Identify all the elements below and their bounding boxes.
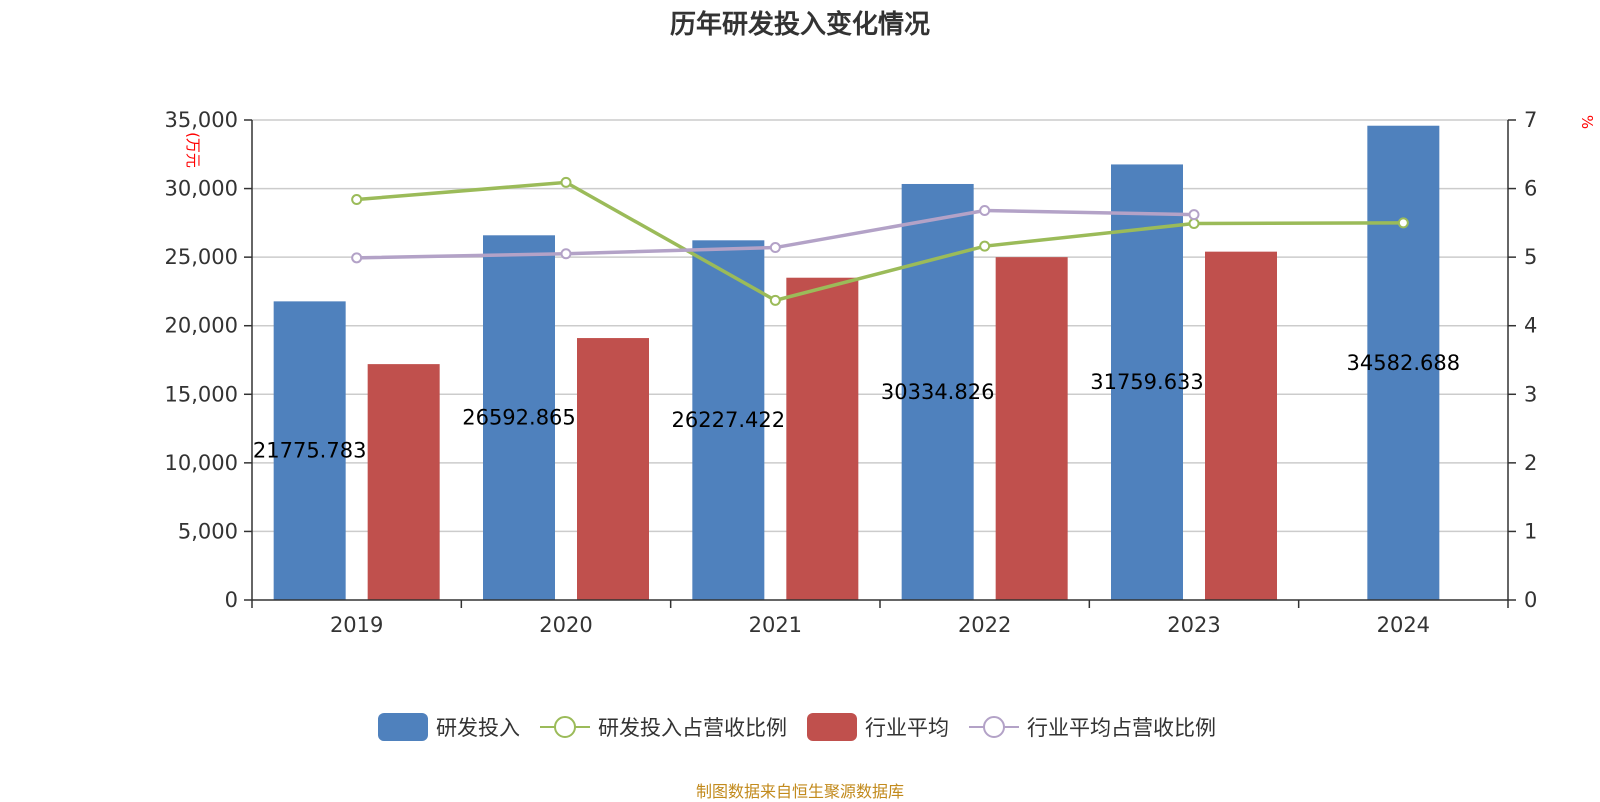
y-left-tick-label: 35,000	[165, 108, 238, 132]
x-tick-label-2019: 2019	[330, 613, 383, 637]
legend-label-industry-average: 行业平均	[865, 716, 949, 740]
legend-swatch-industry-average	[807, 713, 857, 741]
data-label-rd-investment-2021: 26227.422	[672, 408, 786, 432]
data-label-rd-investment-2020: 26592.865	[462, 406, 576, 430]
legend-item-rd-ratio[interactable]: 研发投入占营收比例	[540, 712, 787, 742]
y-left-tick-label: 20,000	[165, 314, 238, 338]
y-right-tick-label: 0	[1524, 588, 1537, 612]
x-tick-label-2023: 2023	[1167, 613, 1220, 637]
legend-item-industry-ratio[interactable]: 行业平均占营收比例	[969, 712, 1216, 742]
point-rd-ratio-3	[979, 240, 991, 252]
y-left-unit: (万元	[184, 132, 202, 168]
legend-swatch-rd-ratio	[540, 716, 590, 738]
y-right-tick-label: 4	[1524, 314, 1537, 338]
legend-swatch-industry-ratio	[969, 716, 1019, 738]
bar-industry-average-2019	[367, 364, 440, 600]
data-label-rd-investment-2023: 31759.633	[1090, 370, 1204, 394]
x-tick-label-2021: 2021	[749, 613, 802, 637]
x-tick-label-2024: 2024	[1377, 613, 1430, 637]
legend-label-industry-ratio: 行业平均占营收比例	[1027, 716, 1216, 740]
point-industry-ratio-3	[979, 205, 991, 217]
y-left-tick-label: 25,000	[165, 245, 238, 269]
legend-label-rd-investment: 研发投入	[436, 716, 520, 740]
y-left-tick-label: 0	[225, 588, 238, 612]
point-industry-ratio-2	[769, 242, 781, 254]
legend-item-rd-investment[interactable]: 研发投入	[378, 712, 520, 742]
legend-swatch-rd-investment	[378, 713, 428, 741]
point-rd-ratio-4	[1188, 218, 1200, 230]
y-left-tick-label: 5,000	[178, 519, 238, 543]
point-industry-ratio-4	[1188, 209, 1200, 221]
x-tick-label-2022: 2022	[958, 613, 1011, 637]
bar-rd-investment-2021	[692, 240, 765, 601]
y-left-tick-label: 15,000	[165, 382, 238, 406]
legend: 研发投入 研发投入占营收比例 行业平均 行业平均占营收比例	[0, 712, 1600, 742]
point-industry-ratio-1	[560, 248, 572, 260]
bar-industry-average-2020	[577, 338, 649, 600]
bar-industry-average-2023	[1205, 251, 1277, 600]
line-rd-ratio	[356, 180, 1404, 303]
legend-item-industry-average[interactable]: 行业平均	[807, 712, 949, 742]
y-right-tick-label: 6	[1524, 177, 1537, 201]
y-right-tick-label: 7	[1524, 108, 1537, 132]
point-rd-ratio-1	[560, 176, 572, 188]
point-industry-ratio-0	[351, 252, 363, 264]
point-rd-ratio-5	[1397, 217, 1409, 229]
y-right-tick-label: 5	[1524, 245, 1537, 269]
data-label-rd-investment-2024: 34582.688	[1347, 351, 1461, 375]
bar-rd-investment-2019	[273, 301, 346, 600]
legend-label-rd-ratio: 研发投入占营收比例	[598, 716, 787, 740]
point-rd-ratio-0	[351, 194, 363, 206]
bar-rd-investment-2024	[1367, 125, 1440, 600]
y-left-tick-label: 10,000	[165, 451, 238, 475]
bar-industry-average-2022	[995, 257, 1068, 600]
source-note: 制图数据来自恒生聚源数据库	[695, 782, 904, 801]
bar-rd-investment-2020	[483, 235, 555, 600]
data-label-rd-investment-2022: 30334.826	[881, 380, 995, 404]
chart-title: 历年研发投入变化情况	[669, 10, 930, 40]
y-right-tick-label: 3	[1524, 382, 1537, 406]
bar-rd-investment-2023	[1111, 164, 1183, 600]
data-label-rd-investment-2019: 21775.783	[253, 439, 367, 463]
y-right-unit: %	[1578, 115, 1596, 129]
bar-industry-average-2021	[786, 277, 859, 600]
y-right-tick-label: 2	[1524, 451, 1537, 475]
x-tick-label-2020: 2020	[539, 613, 592, 637]
point-rd-ratio-2	[769, 294, 781, 306]
y-right-tick-label: 1	[1524, 519, 1537, 543]
y-left-tick-label: 30,000	[165, 177, 238, 201]
